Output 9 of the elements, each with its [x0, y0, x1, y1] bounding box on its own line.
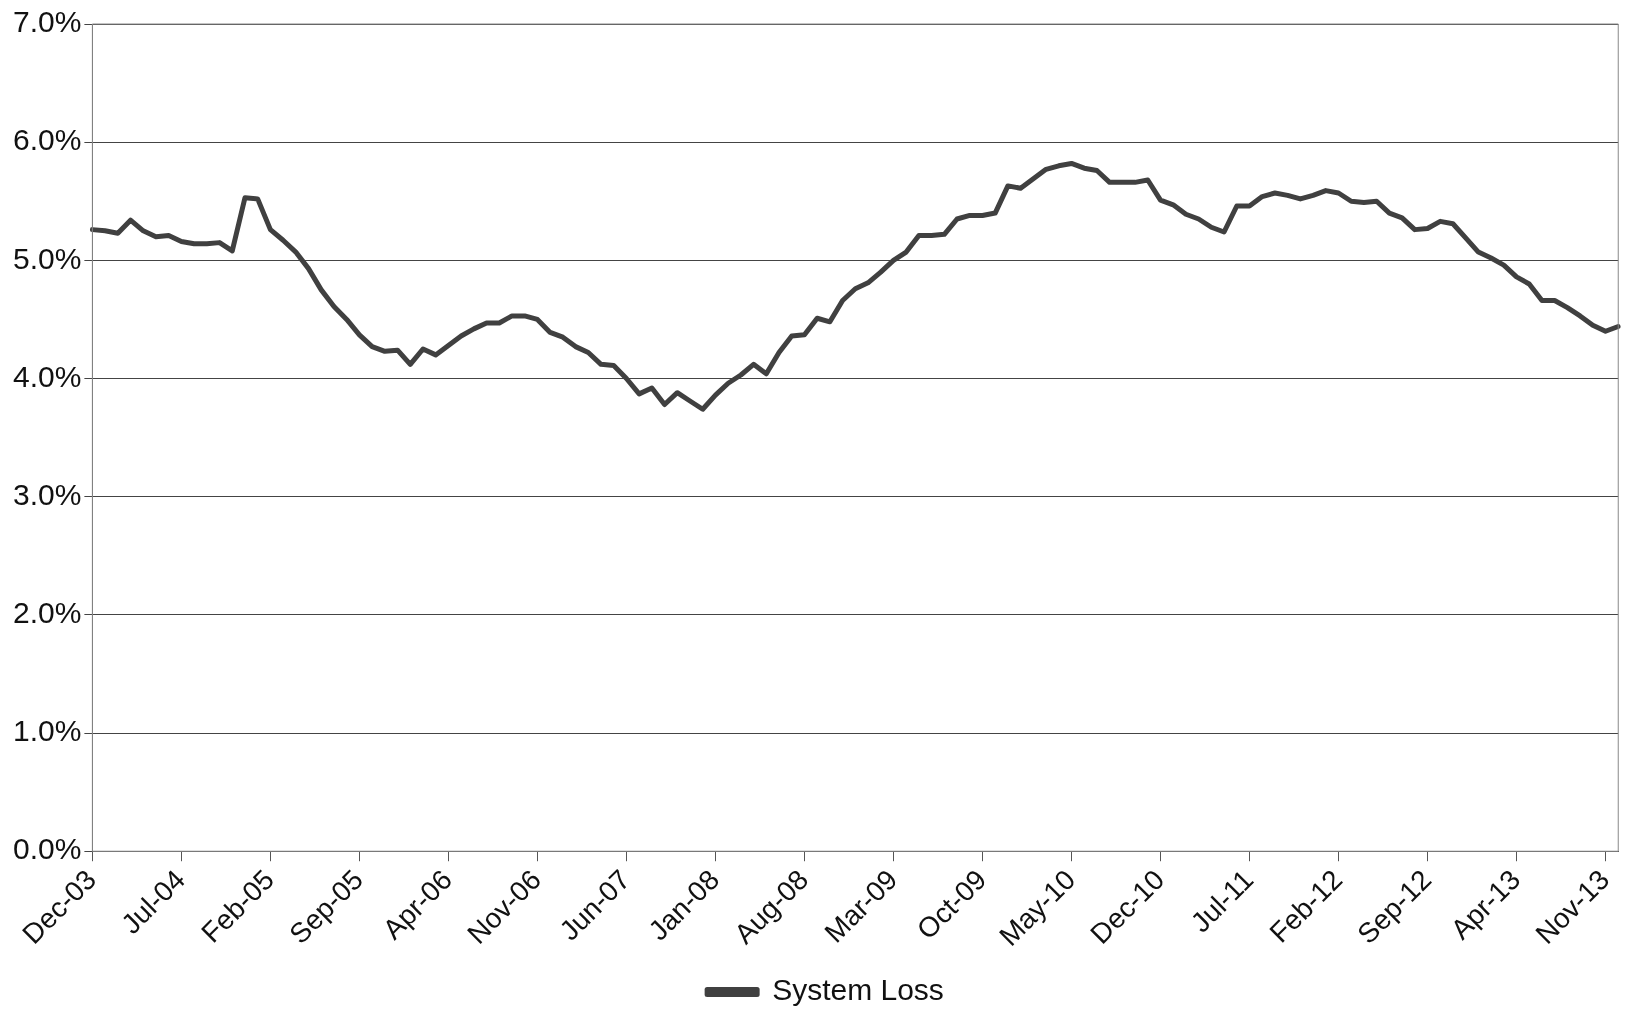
y-tick-label: 3.0% — [12, 477, 82, 511]
y-tick-label: 2.0% — [12, 596, 82, 630]
y-tick-label: 6.0% — [12, 123, 82, 157]
y-tick-label: 0.0% — [12, 832, 82, 866]
y-tick-label: 5.0% — [12, 241, 82, 275]
legend-label: System Loss — [772, 973, 944, 1007]
y-tick-label: 4.0% — [12, 359, 82, 393]
y-tick-label: 7.0% — [12, 5, 82, 39]
y-tick-label: 1.0% — [12, 714, 82, 748]
